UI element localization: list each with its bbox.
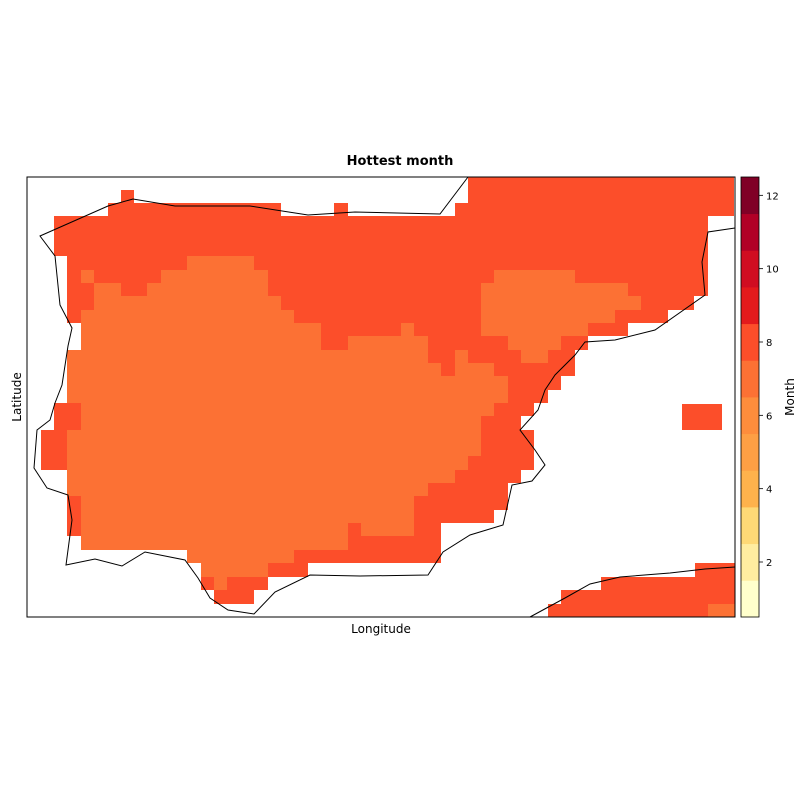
northeast-interior-cells [481,270,641,363]
colorbar-swatch [741,433,759,471]
coastlines [33,176,736,618]
colorbar-tick-label: 2 [766,558,772,569]
colorbar-swatch [741,360,759,398]
colorbar-frame [740,176,760,618]
north-africa-interior-cell [708,604,735,617]
colorbar-tick-label: 8 [766,338,772,349]
colorbar-swatch [741,250,759,288]
month-7-region [67,256,735,617]
colorbar-swatch [741,543,759,581]
colorbar-tick-label: 10 [766,265,779,276]
colorbar-label: Month [783,378,797,416]
north-africa-cells [548,563,735,617]
iberia-interior-cells [67,256,508,590]
colorbar-tick-label: 6 [766,411,772,422]
colorbar-swatch [741,470,759,508]
x-axis-label: Longitude [351,622,411,636]
colorbar-swatch [741,507,759,545]
y-axis-label: Latitude [10,372,24,421]
balearic-cells [682,404,722,430]
colorbar: 2 4 6 8 10 12 [740,176,779,618]
colorbar-swatch [741,397,759,435]
plot-frame [26,176,736,618]
iberia-coastline [33,176,736,615]
chart-title: Hottest month [347,154,454,169]
colorbar-swatch [741,580,759,618]
colorbar-tick-label: 12 [766,191,779,202]
colorbar-swatch [741,287,759,325]
colorbar-tick-label: 4 [766,485,772,496]
colorbar-swatch [741,213,759,251]
colorbar-swatch [741,323,759,361]
north-africa-coastline [529,566,736,618]
colorbar-swatch [741,177,759,215]
